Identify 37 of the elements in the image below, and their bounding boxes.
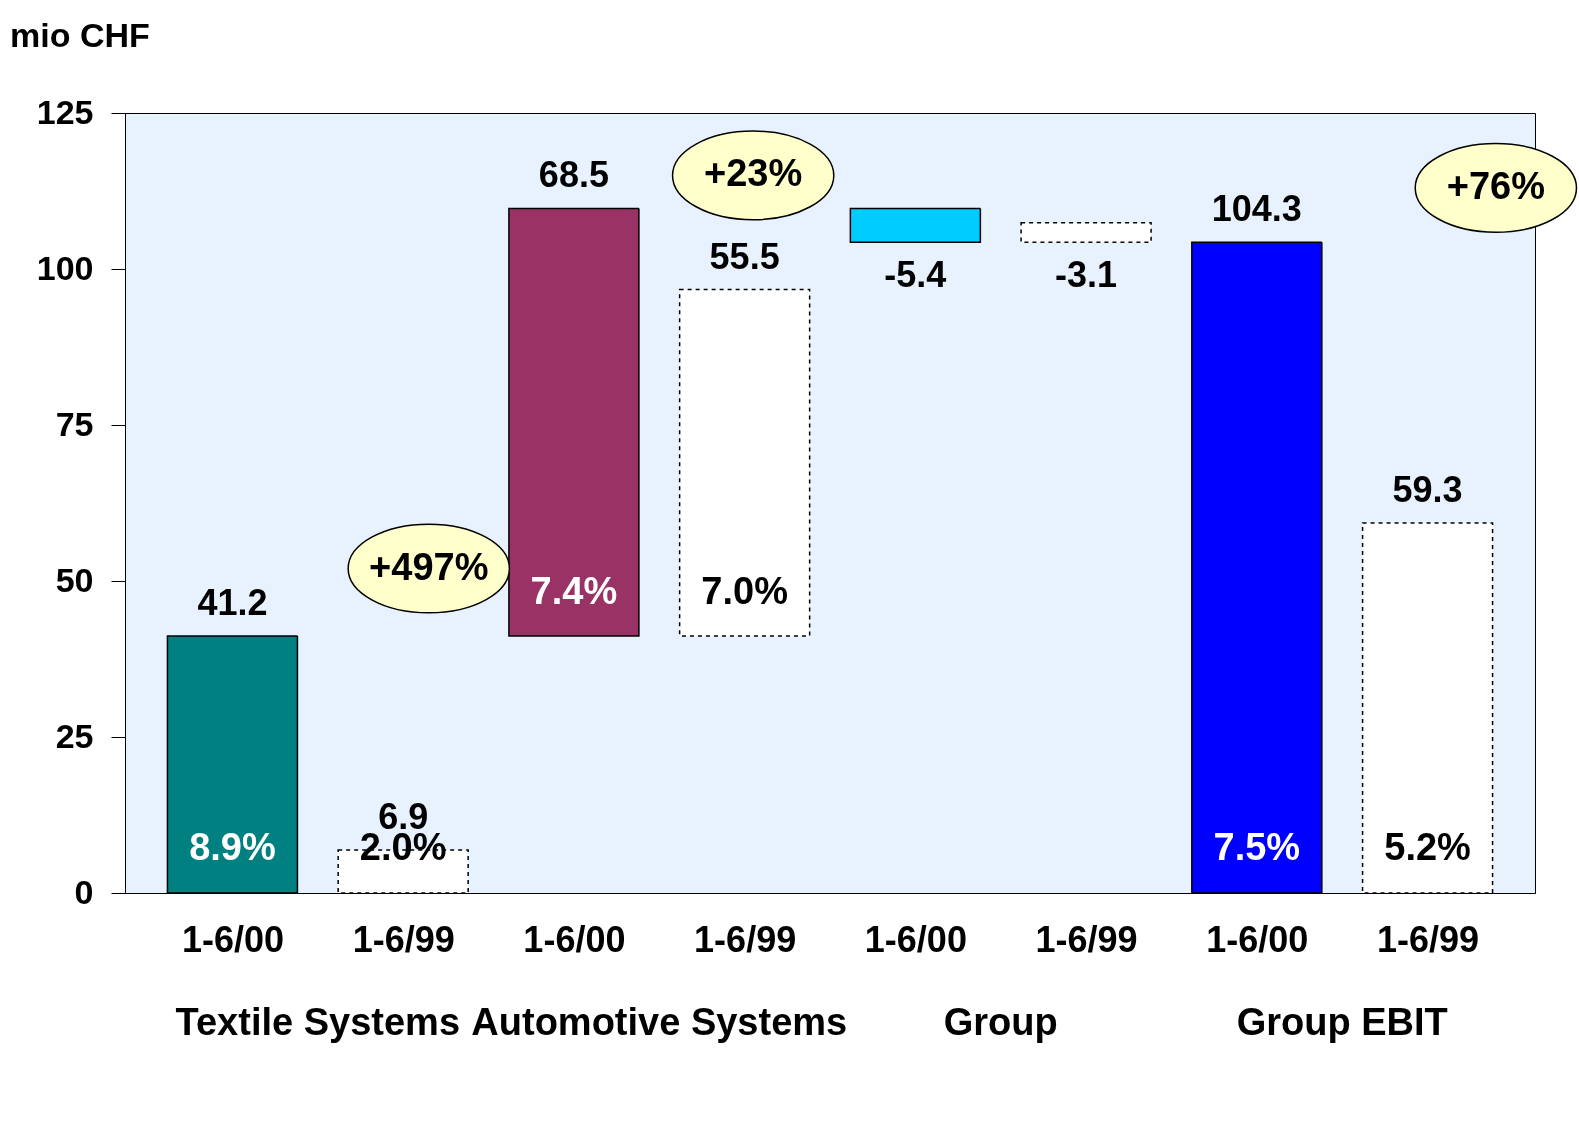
annotation: +76% <box>1446 164 1545 207</box>
annotation: 5.2% <box>1384 826 1471 869</box>
data-label: 55.5 <box>709 235 780 277</box>
text: Group EBIT <box>1236 1001 1448 1044</box>
annotation: 7.4% <box>530 570 618 613</box>
text: Group <box>943 1001 1058 1044</box>
y-tick-label: 125 <box>36 92 94 131</box>
annotation: 7.5% <box>1213 826 1301 869</box>
annotation: 8.9% <box>189 826 276 869</box>
text: Textile Systems <box>175 1001 461 1044</box>
text: Automotive Systems <box>471 1001 848 1044</box>
x-tick-label: 1-6/99 <box>694 918 797 960</box>
y-axis-title: mio CHF <box>10 16 150 54</box>
bar <box>1020 222 1152 243</box>
bar <box>849 207 982 243</box>
x-tick-label: 1-6/00 <box>1206 918 1309 960</box>
annotation: 7.0% <box>701 570 788 613</box>
x-tick-label: 1-6/00 <box>864 918 967 960</box>
data-label: 68.5 <box>538 154 609 196</box>
data-label: 59.3 <box>1392 468 1463 510</box>
annotation: +497% <box>369 545 489 588</box>
y-tick-label: 0 <box>74 872 94 911</box>
x-tick-label: 1-6/00 <box>523 918 626 960</box>
x-tick-label: 1-6/99 <box>352 918 455 960</box>
annotation: +23% <box>704 152 803 195</box>
y-tick-label: 50 <box>55 560 94 599</box>
bar <box>678 288 811 637</box>
y-tick-label: 100 <box>36 248 94 287</box>
x-tick-label: 1-6/00 <box>181 918 284 960</box>
data-label: -5.4 <box>884 254 947 296</box>
data-label: 104.3 <box>1211 188 1302 230</box>
data-label: 41.2 <box>197 581 268 623</box>
y-tick-label: 75 <box>55 404 94 443</box>
data-label: -3.1 <box>1055 254 1118 296</box>
y-tick-label: 25 <box>55 716 94 755</box>
x-tick-label: 1-6/99 <box>1377 918 1480 960</box>
x-tick-label: 1-6/99 <box>1035 918 1138 960</box>
